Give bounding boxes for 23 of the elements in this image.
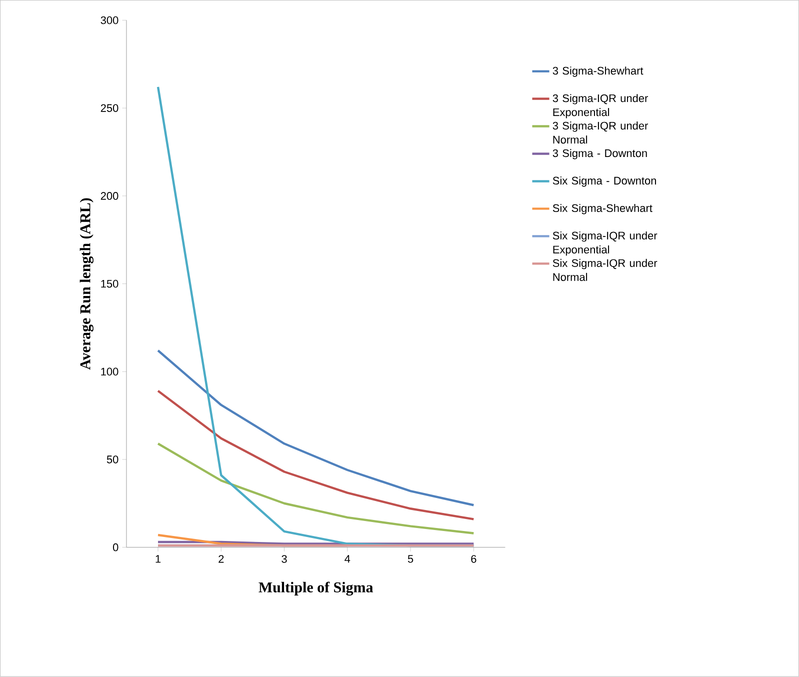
- x-tick-label: 1: [156, 555, 161, 563]
- legend-label: Six Sigma-IQR under Normal: [552, 259, 658, 282]
- x-tick-label: 5: [408, 555, 414, 563]
- y-axis-title: Average Run length (ARL): [80, 198, 94, 370]
- legend-label: 3 Sigma-IQR under Normal: [552, 122, 648, 144]
- x-axis-title: Multiple of Sigma: [258, 582, 374, 596]
- y-tick-label: 250: [100, 104, 118, 112]
- legend-label: 3 Sigma - Downton: [552, 149, 647, 160]
- y-tick-label: 300: [100, 16, 118, 24]
- legend-label: Six Sigma-IQR under Exponential: [552, 232, 658, 256]
- y-tick-label: 0: [112, 544, 118, 552]
- y-tick-label: 200: [100, 192, 118, 200]
- x-tick-label: 4: [344, 555, 350, 563]
- y-tick-label: 50: [106, 456, 118, 464]
- legend-label: Six Sigma-Shewhart: [552, 204, 652, 214]
- x-tick-label: 6: [471, 555, 476, 563]
- legend-label: 3 Sigma-Shewhart: [552, 66, 644, 77]
- y-tick-label: 150: [101, 280, 118, 288]
- x-tick-label: 2: [218, 555, 224, 563]
- legend-label: Six Sigma - Downton: [552, 176, 656, 187]
- y-tick-label: 100: [101, 368, 118, 376]
- x-tick-label: 3: [282, 555, 287, 563]
- legend-label: 3 Sigma-IQR under Exponential: [552, 94, 648, 118]
